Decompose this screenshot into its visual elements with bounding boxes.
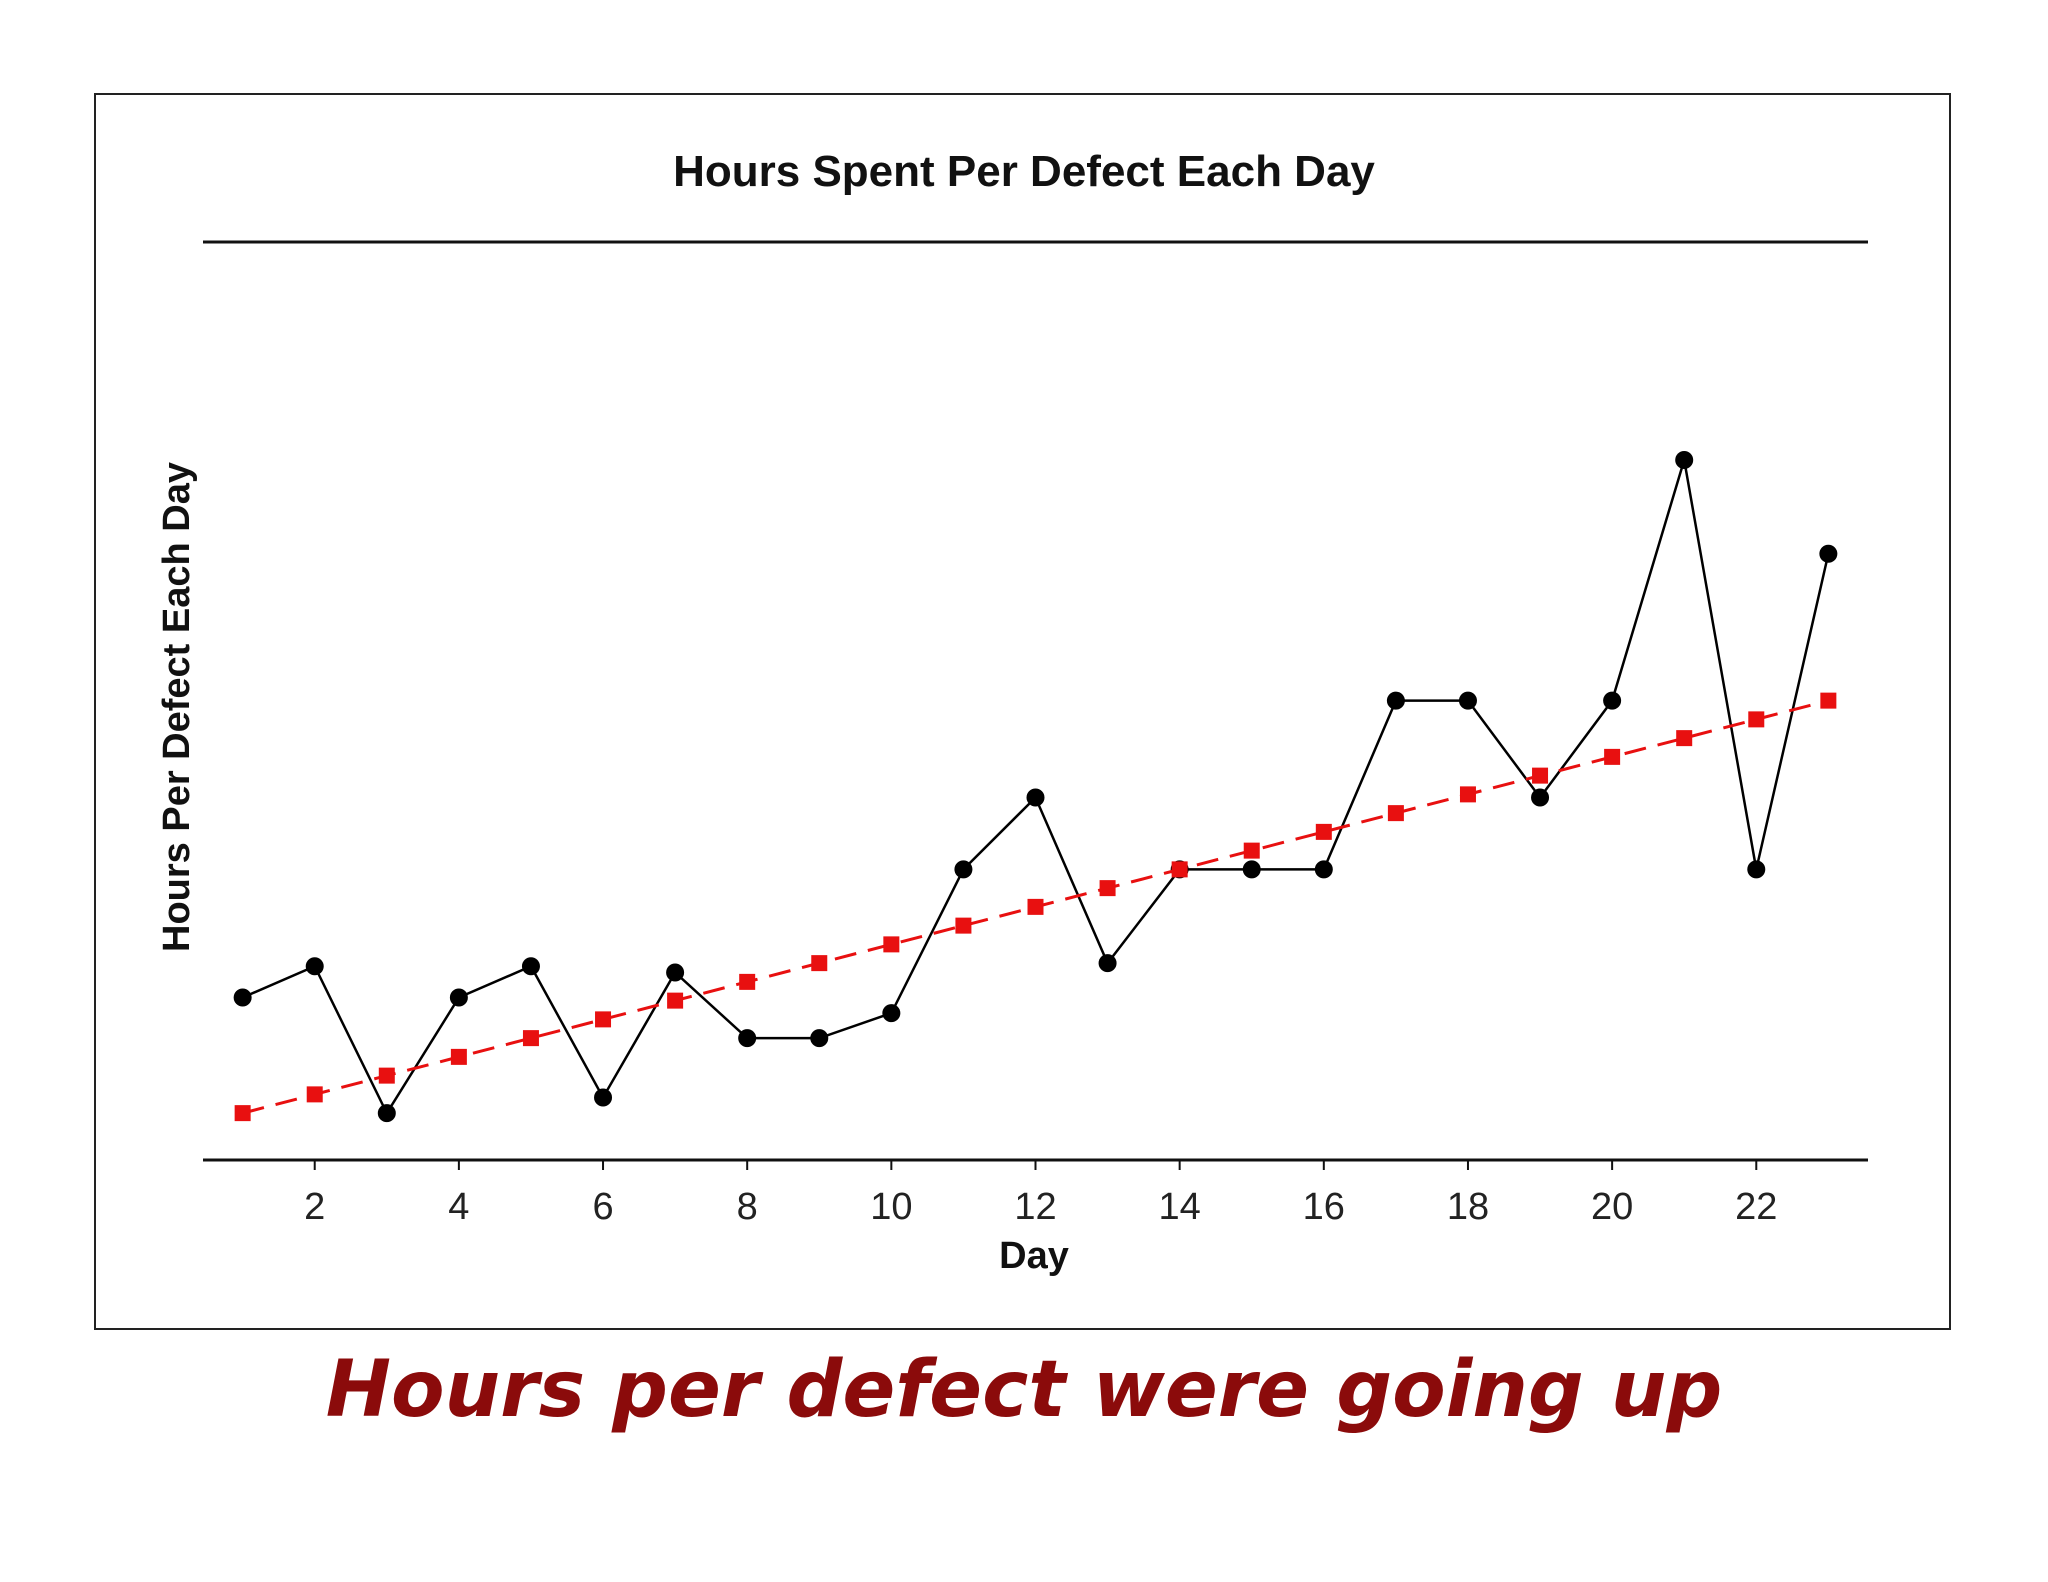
data-point xyxy=(1026,788,1045,807)
x-tick-label: 12 xyxy=(1014,1186,1056,1228)
x-tick-label: 22 xyxy=(1735,1186,1777,1228)
data-point xyxy=(666,963,685,982)
trend-point xyxy=(1604,748,1621,765)
trend-point xyxy=(522,1030,539,1047)
trend-point xyxy=(1748,711,1765,728)
data-point xyxy=(233,988,252,1007)
data-point xyxy=(1458,691,1477,710)
x-tick-label: 20 xyxy=(1591,1186,1633,1228)
data-point xyxy=(1386,691,1405,710)
data-point xyxy=(305,957,324,976)
x-tick-label: 2 xyxy=(304,1186,325,1228)
trend-point xyxy=(378,1067,395,1084)
trend-point xyxy=(306,1086,323,1103)
plot-layer: 2 4 6 8 10 12 14 16 18 20 22 xyxy=(233,451,1838,1228)
trend-point xyxy=(1315,823,1332,840)
chart-title: Hours Spent Per Defect Each Day xyxy=(673,147,1375,196)
y-axis-label: Hours Per Defect Each Day xyxy=(156,462,198,952)
x-tick-label: 18 xyxy=(1447,1186,1489,1228)
x-tick-label: 10 xyxy=(870,1186,912,1228)
data-point xyxy=(810,1029,829,1048)
data-point xyxy=(1098,954,1117,973)
trend-point xyxy=(811,955,828,972)
data-point xyxy=(1242,860,1261,879)
trend-point xyxy=(883,936,900,953)
data-point xyxy=(1747,860,1766,879)
data-point xyxy=(1675,451,1694,469)
data-point xyxy=(1531,788,1550,807)
trend-point xyxy=(739,973,756,990)
trend-point xyxy=(1459,786,1476,803)
trend-point xyxy=(1027,898,1044,915)
trend-point xyxy=(667,992,684,1009)
trend-point xyxy=(1099,880,1116,897)
trend-point xyxy=(234,1105,251,1122)
x-tick-label: 8 xyxy=(737,1186,758,1228)
chart-svg: Hours Spent Per Defect Each Day 2 4 6 8 10 12… xyxy=(156,147,1868,1277)
x-tick-label: 6 xyxy=(592,1186,613,1228)
trend-point xyxy=(1820,692,1837,709)
x-axis-label: Day xyxy=(999,1235,1069,1277)
data-point xyxy=(882,1004,901,1023)
data-point xyxy=(521,957,540,976)
trend-point xyxy=(450,1048,467,1065)
trend-point xyxy=(1243,842,1260,859)
trend-point xyxy=(1676,730,1693,747)
data-point xyxy=(594,1088,613,1107)
series-line xyxy=(242,459,1830,1116)
data-point xyxy=(1819,544,1838,563)
data-point xyxy=(1314,860,1333,879)
data-point xyxy=(449,988,468,1007)
chart-frame: Hours Spent Per Defect Each Day 2 4 6 8 10 12… xyxy=(94,93,1951,1330)
trend-point xyxy=(1387,805,1404,822)
trend-point xyxy=(1532,767,1549,784)
data-point xyxy=(1603,691,1622,710)
trend-point xyxy=(955,917,972,934)
x-tick-label: 14 xyxy=(1159,1186,1201,1228)
trend-point xyxy=(1171,861,1188,878)
data-point xyxy=(377,1104,396,1123)
x-tick-label: 16 xyxy=(1303,1186,1345,1228)
data-point xyxy=(738,1029,757,1048)
trend-point xyxy=(595,1011,612,1028)
data-point xyxy=(954,860,973,879)
x-tick-label: 4 xyxy=(448,1186,469,1228)
slide-caption: Hours per defect were going up xyxy=(325,1345,1723,1435)
